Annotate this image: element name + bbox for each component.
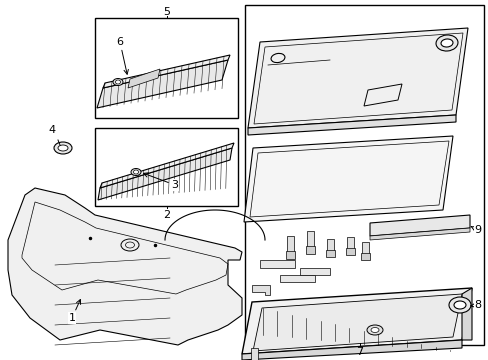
Bar xyxy=(280,275,314,282)
Ellipse shape xyxy=(453,301,465,309)
Text: 1: 1 xyxy=(68,300,81,323)
Bar xyxy=(260,260,294,268)
Text: 8: 8 xyxy=(470,300,481,310)
Ellipse shape xyxy=(115,80,120,84)
Polygon shape xyxy=(242,288,471,354)
Polygon shape xyxy=(98,148,231,200)
Bar xyxy=(299,268,329,275)
Text: 9: 9 xyxy=(470,225,481,235)
Polygon shape xyxy=(97,60,227,108)
Text: 3: 3 xyxy=(143,173,178,190)
Polygon shape xyxy=(244,136,452,222)
Bar xyxy=(361,242,368,255)
Ellipse shape xyxy=(440,39,452,47)
Text: 6: 6 xyxy=(116,37,128,74)
Bar xyxy=(244,5,483,345)
Bar xyxy=(326,239,333,252)
Polygon shape xyxy=(247,115,455,135)
Bar xyxy=(305,246,314,254)
Bar xyxy=(286,236,293,253)
Text: 7: 7 xyxy=(356,347,363,357)
Bar xyxy=(95,18,238,118)
Polygon shape xyxy=(242,340,461,360)
Polygon shape xyxy=(128,69,160,88)
Bar xyxy=(346,237,353,250)
Ellipse shape xyxy=(58,145,68,151)
Bar xyxy=(360,253,369,260)
Polygon shape xyxy=(8,188,242,345)
Bar xyxy=(95,128,238,206)
Polygon shape xyxy=(252,294,461,351)
Polygon shape xyxy=(461,288,471,340)
Polygon shape xyxy=(100,143,234,188)
Polygon shape xyxy=(251,285,269,295)
Bar xyxy=(346,248,354,255)
Bar xyxy=(306,231,313,248)
Ellipse shape xyxy=(133,170,138,174)
Bar xyxy=(325,250,334,257)
Text: 5: 5 xyxy=(163,7,170,17)
Polygon shape xyxy=(247,28,467,128)
Bar xyxy=(285,251,294,259)
Ellipse shape xyxy=(435,35,457,51)
Ellipse shape xyxy=(448,297,470,313)
Ellipse shape xyxy=(370,328,378,333)
Ellipse shape xyxy=(366,325,382,335)
Ellipse shape xyxy=(113,78,123,86)
Text: 4: 4 xyxy=(48,125,56,135)
Polygon shape xyxy=(369,228,469,240)
Ellipse shape xyxy=(131,168,141,176)
Polygon shape xyxy=(369,215,469,236)
Polygon shape xyxy=(103,55,229,88)
Bar xyxy=(250,348,258,360)
Ellipse shape xyxy=(54,142,72,154)
Text: 2: 2 xyxy=(163,210,170,220)
